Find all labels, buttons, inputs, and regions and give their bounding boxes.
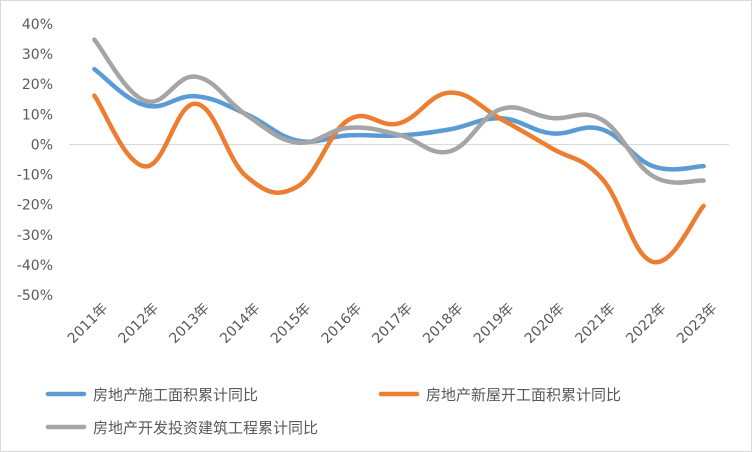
x-tick-label: 2020年 xyxy=(522,301,568,347)
x-tick-label: 2022年 xyxy=(623,301,669,347)
y-tick-label: -10% xyxy=(17,168,53,184)
y-tick-label: -30% xyxy=(17,228,53,244)
x-tick-label: 2017年 xyxy=(369,301,415,347)
x-tick-label: 2012年 xyxy=(116,301,162,347)
x-tick-label: 2023年 xyxy=(674,301,720,347)
y-tick-label: -20% xyxy=(17,198,53,214)
legend-label: 房地产施工面积累计同比 xyxy=(93,386,258,404)
legend-item-new-starts-area: 房地产新屋开工面积累计同比 xyxy=(378,386,621,404)
series-line-construction-area xyxy=(92,66,706,172)
x-tick-label: 2019年 xyxy=(471,301,517,347)
x-tick-label: 2021年 xyxy=(572,301,618,347)
x-tick-label: 2014年 xyxy=(217,301,263,347)
legend-item-investment-construction: 房地产开发投资建筑工程累计同比 xyxy=(45,419,318,437)
y-tick-label: 20% xyxy=(22,77,53,93)
y-tick-label: -50% xyxy=(17,288,53,304)
y-tick-label: -40% xyxy=(17,258,53,274)
y-tick-label: 40% xyxy=(22,17,53,33)
y-axis-ticks: 40% 30% 20% 10% 0% -10% -20% -30% -40% -50% xyxy=(17,17,53,304)
y-tick-label: 0% xyxy=(31,137,53,153)
x-tick-label: 2018年 xyxy=(420,301,466,347)
x-tick-label: 2013年 xyxy=(166,301,212,347)
x-axis-ticks: 2011年 2012年 2013年 2014年 2015年 2016年 2017年 2018年… xyxy=(65,301,721,347)
legend-item-construction-area: 房地产施工面积累计同比 xyxy=(45,386,258,404)
y-tick-label: 30% xyxy=(22,47,53,63)
legend-label: 房地产新屋开工面积累计同比 xyxy=(426,386,621,404)
y-tick-label: 10% xyxy=(22,107,53,123)
series-line-new-starts-area xyxy=(92,90,706,265)
legend-label: 房地产开发投资建筑工程累计同比 xyxy=(93,419,318,437)
x-tick-label: 2016年 xyxy=(319,301,365,347)
x-tick-label: 2011年 xyxy=(65,301,111,347)
series-line-investment-construction xyxy=(92,37,706,185)
x-tick-label: 2015年 xyxy=(268,301,314,347)
